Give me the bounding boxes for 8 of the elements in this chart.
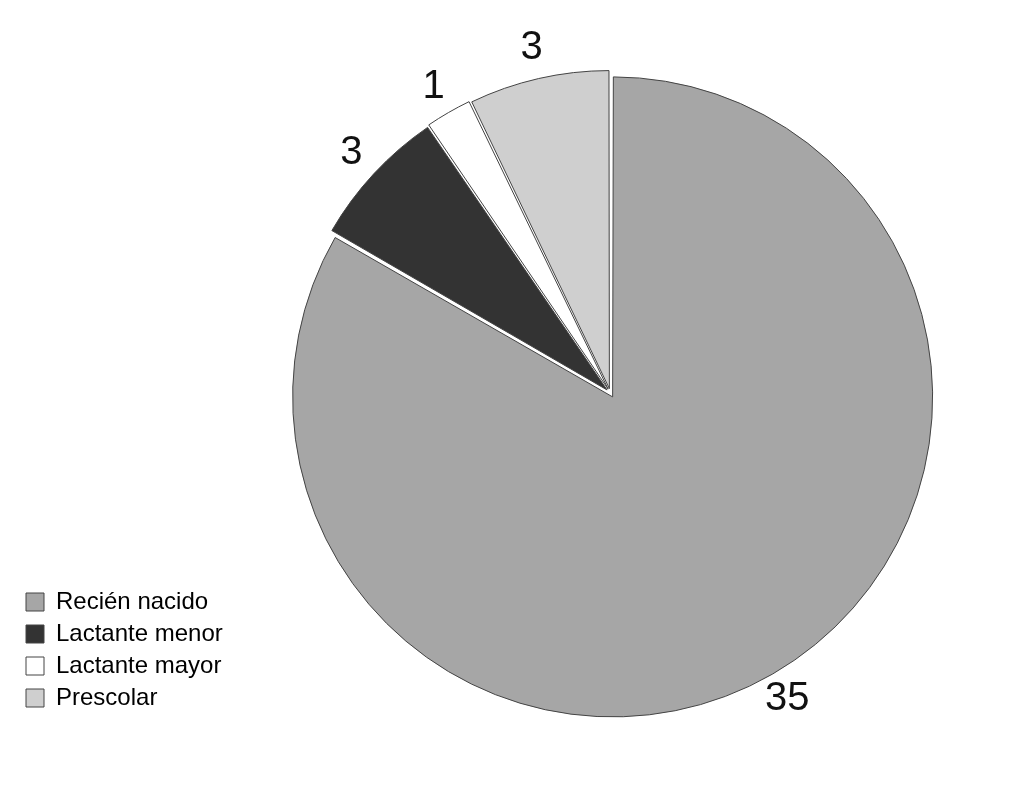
legend-label: Recién nacido [56,586,209,614]
data-label: 3 [520,23,543,68]
data-label: 35 [764,674,810,719]
data-label: 1 [422,61,445,106]
legend-label: Prescolar [56,682,158,710]
legend-label: Lactante menor [56,618,223,646]
data-label: 3 [340,127,363,172]
legend-label: Lactante mayor [56,650,222,678]
